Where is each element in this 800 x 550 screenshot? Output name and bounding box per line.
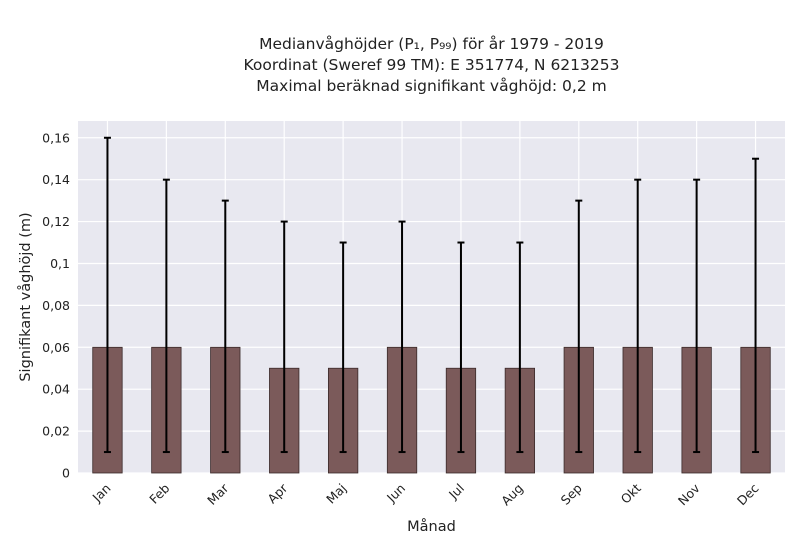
chart-title-line-3: Maximal beräknad signifikant våghöjd: 0,… <box>256 77 607 95</box>
x-axis-ticks: Jan Feb Mar Apr Maj Jun Jul Aug Sep Okt Nov Dec <box>89 480 762 508</box>
x-tick-label: Mar <box>204 480 232 508</box>
x-tick-label: Dec <box>734 480 762 508</box>
y-tick-label: 0,08 <box>42 298 70 313</box>
x-tick-label: Jun <box>383 481 408 506</box>
plot-area <box>78 121 785 473</box>
x-tick-label: Feb <box>146 480 172 506</box>
x-tick-label: Apr <box>264 480 291 507</box>
chart-title-line-2: Koordinat (Sweref 99 TM): E 351774, N 62… <box>243 56 620 74</box>
x-tick-label: Nov <box>675 480 703 508</box>
x-axis-label: Månad <box>407 518 456 535</box>
y-tick-label: 0,04 <box>42 382 70 397</box>
chart-title: Medianvåghöjder (P₁, P₉₉) för år 1979 - … <box>78 34 785 97</box>
y-tick-label: 0,12 <box>42 214 70 229</box>
y-axis-label: Signifikant våghöjd (m) <box>17 212 34 381</box>
y-tick-label: 0,06 <box>42 340 70 355</box>
x-tick-label: Jul <box>445 481 467 503</box>
y-tick-label: 0,1 <box>50 256 70 271</box>
y-tick-label: 0,14 <box>42 172 70 187</box>
x-tick-label: Jan <box>89 481 114 506</box>
x-tick-label: Aug <box>498 481 526 509</box>
x-tick-label: Sep <box>558 480 585 507</box>
x-tick-label: Maj <box>323 481 349 507</box>
y-tick-label: 0,16 <box>42 130 70 145</box>
error-bars <box>103 136 760 454</box>
x-tick-label: Okt <box>618 480 644 506</box>
y-axis-ticks: 0 0,02 0,04 0,06 0,08 0,1 0,12 0,14 0,16 <box>42 130 70 480</box>
chart-title-line-1: Medianvåghöjder (P₁, P₉₉) för år 1979 - … <box>259 35 604 53</box>
y-tick-label: 0,02 <box>42 424 70 439</box>
y-tick-label: 0 <box>62 466 70 481</box>
